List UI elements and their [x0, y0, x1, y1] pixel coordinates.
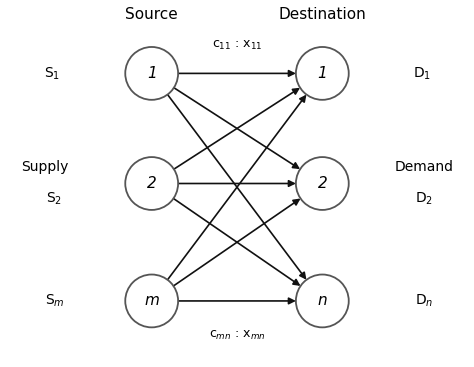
Text: D$_2$: D$_2$: [415, 191, 433, 207]
Text: m: m: [144, 294, 159, 308]
Text: 2: 2: [147, 176, 156, 191]
Ellipse shape: [125, 47, 178, 100]
Text: S$_2$: S$_2$: [46, 191, 63, 207]
Text: Supply: Supply: [21, 160, 69, 174]
Text: 1: 1: [318, 66, 327, 81]
FancyArrowPatch shape: [174, 88, 299, 168]
Text: S$_m$: S$_m$: [45, 293, 64, 309]
Text: Demand: Demand: [395, 160, 454, 174]
Text: D$_n$: D$_n$: [415, 293, 433, 309]
Ellipse shape: [296, 157, 349, 210]
FancyArrowPatch shape: [178, 181, 294, 186]
Text: 1: 1: [147, 66, 156, 81]
FancyArrowPatch shape: [178, 298, 294, 304]
Ellipse shape: [296, 47, 349, 100]
Text: c$_{mn}$ : x$_{mn}$: c$_{mn}$ : x$_{mn}$: [209, 329, 265, 342]
Text: Destination: Destination: [278, 7, 366, 22]
Text: n: n: [318, 294, 327, 308]
FancyArrowPatch shape: [167, 96, 305, 280]
Text: 2: 2: [318, 176, 327, 191]
Text: c$_{11}$ : x$_{11}$: c$_{11}$ : x$_{11}$: [212, 39, 262, 52]
FancyArrowPatch shape: [173, 200, 299, 286]
FancyArrowPatch shape: [178, 70, 294, 76]
FancyArrowPatch shape: [174, 89, 299, 169]
FancyArrowPatch shape: [173, 199, 299, 285]
FancyArrowPatch shape: [167, 95, 305, 278]
Text: Source: Source: [125, 7, 178, 22]
Ellipse shape: [296, 275, 349, 327]
Text: D$_1$: D$_1$: [413, 65, 431, 81]
Ellipse shape: [125, 275, 178, 327]
Ellipse shape: [125, 157, 178, 210]
Text: S$_1$: S$_1$: [44, 65, 60, 81]
